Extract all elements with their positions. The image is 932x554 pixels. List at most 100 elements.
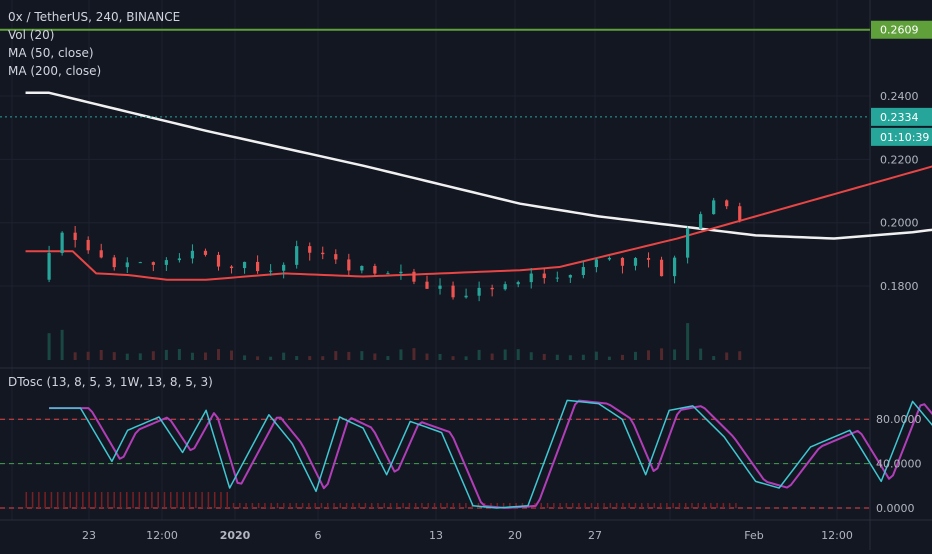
indicator-vol[interactable]: Vol (20) [8,28,55,42]
osc-histogram-bar [703,503,706,508]
osc-histogram-bar [213,492,216,508]
osc-histogram-bar [364,503,367,508]
osc-histogram-bar [584,503,586,508]
osc-histogram-bar [609,503,612,508]
candle-body [464,295,468,298]
volume-bar [581,354,585,360]
osc-histogram-bar [615,503,618,508]
volume-bar [425,353,429,360]
osc-histogram-bar [126,492,128,508]
osc-histogram-bar [144,492,147,508]
osc-histogram-bar [433,503,436,508]
candle-body [47,253,51,280]
volume-bar [594,351,598,360]
ma200-path [25,91,932,240]
osc-histogram-bar [414,503,417,508]
volume-bar [738,351,742,360]
candle-body [516,282,520,285]
candle-body [555,277,559,279]
candle-body [216,254,221,267]
volume-bar [216,349,220,360]
osc-histogram-bar [358,503,360,508]
candle-body [581,267,585,276]
volume-bar [99,349,103,360]
osc-histogram-bar [421,503,423,508]
osc-histogram-bar [251,503,254,508]
osc-histogram-bar [50,492,53,508]
volume-bar [633,351,637,360]
osc-histogram-bar [276,503,279,508]
candle-body [203,250,208,255]
candle-body [164,260,168,265]
time-tick-label: 13 [429,529,443,542]
osc-histogram-bar [666,503,668,508]
osc-histogram-bar [678,503,681,508]
candle-body [255,261,260,272]
candle-body [190,250,195,259]
osc-histogram-bar [94,492,97,508]
oscillator-panel [0,399,932,509]
osc-histogram-bar [653,503,656,508]
candle-body [672,257,677,277]
volume-bar [438,353,442,360]
osc-histogram-bar [590,503,593,508]
osc-histogram-bar [446,503,448,508]
candle-body [334,254,338,260]
volume-bar [712,356,716,360]
osc-histogram-bar [88,492,90,508]
osc-histogram-bar [257,503,260,508]
osc-histogram-bar [239,503,241,508]
volume-bars [47,323,742,360]
volume-bar [86,351,90,360]
osc-histogram-bar [578,503,580,508]
osc-histogram-bar [622,503,624,508]
osc-histogram-bar [38,492,40,508]
time-tick-label: 2020 [220,529,251,542]
osc-histogram-bar [182,492,185,508]
osc-histogram-bar [496,503,499,508]
osc-histogram-bar [509,503,511,508]
volume-bar [112,352,116,360]
time-tick-label: 12:00 [146,529,178,542]
volume-bar [477,349,481,360]
volume-bar [125,353,129,360]
osc-histogram-bar [176,492,178,508]
axes: 0.2400 0.2200 0.2000 0.1800 0.2609 0.2334 01:1… [82,20,932,542]
osc-histogram-bar [25,492,28,508]
osc-histogram-bar [289,503,291,508]
osc-histogram-bar [427,503,429,508]
candle-body [86,239,90,251]
candle-body [399,271,403,274]
candle-body [503,284,507,290]
osc-histogram-bar [716,503,718,508]
volume-bar [399,349,403,360]
candle-body [607,257,612,260]
indicator-ma200[interactable]: MA (200, close) [8,64,102,78]
volume-bar [373,353,377,360]
volume-bar [177,349,181,360]
candle-body [738,206,742,221]
osc-histogram-bar [339,503,342,508]
osc-histogram-bar [283,503,285,508]
oscillator-legend[interactable]: DTosc (13, 8, 5, 3, 1W, 13, 8, 5, 3) [8,375,213,389]
osc-histogram-bar [163,492,166,508]
osc-histogram-bar [264,503,266,508]
osc-histogram-bar [571,503,574,508]
volume-bar [699,348,703,360]
symbol-title[interactable]: 0x / TetherUS, 240, BINANCE [8,10,181,24]
volume-bar [256,356,260,360]
osc-histogram-bar [477,503,480,508]
candle-body [646,258,651,260]
osc-histogram-bar [408,503,411,508]
candle-body [386,273,390,275]
volume-bar [230,350,234,360]
osc-tick-label: 0.0000 [876,502,915,515]
osc-histogram-bar [245,503,247,508]
osc-histogram-bar [314,503,316,508]
indicator-ma50[interactable]: MA (50, close) [8,46,94,60]
candle-body [347,259,351,271]
volume-bar [464,356,468,360]
volume-bar [295,356,299,360]
candle-body [633,258,638,266]
